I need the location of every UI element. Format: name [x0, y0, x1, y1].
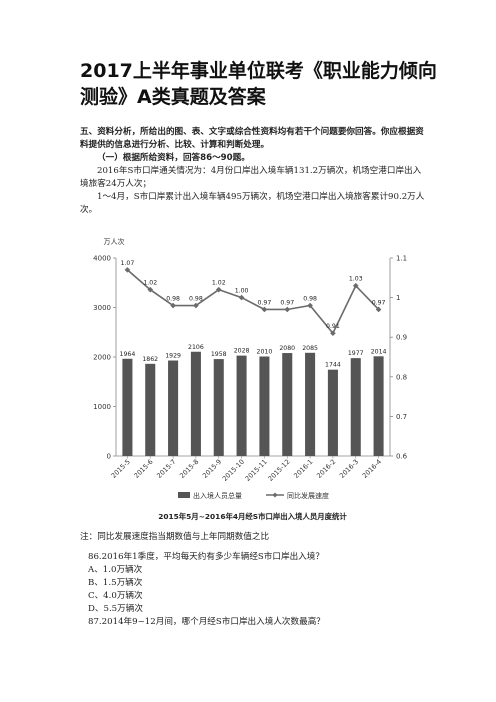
- bar: [213, 359, 224, 456]
- line-label: 1.03: [349, 276, 363, 283]
- line-label: 0.98: [303, 296, 317, 303]
- x-tick-label: 2016-3: [338, 458, 360, 480]
- chart-bars: 1964 1862 1929 2106 1958 2028 2010 2080 2085 1744…: [120, 344, 387, 456]
- legend-line-label: 同比发展速度: [287, 491, 329, 500]
- line-label: 0.97: [372, 299, 386, 306]
- bar: [282, 353, 293, 456]
- bar-label: 2014: [371, 348, 387, 355]
- bar-label: 1744: [325, 362, 341, 369]
- line-point: [330, 330, 336, 337]
- left-tick-label: 3000: [93, 304, 111, 312]
- sub-heading: （一）根据所给资料，回答86～90题。: [97, 153, 250, 163]
- line-label: 0.91: [326, 323, 340, 330]
- x-tick-label: 2015-12: [267, 458, 292, 483]
- option-a: A、1.0万辆次: [88, 565, 143, 575]
- bar-label: 1862: [142, 356, 158, 363]
- right-tick-label: 1: [396, 294, 400, 302]
- line-label: 1.02: [212, 280, 226, 287]
- right-tick-label: 1.1: [396, 255, 407, 263]
- bar: [190, 351, 201, 456]
- right-tick-label: 0.8: [396, 373, 407, 381]
- paragraph-2: 1～4月，S市口岸累计出入境车辆495万辆次，机场空港口岸出入境旅客累计90.2…: [80, 192, 425, 215]
- bar: [236, 355, 247, 456]
- line-point: [284, 306, 291, 313]
- bar-label: 2106: [188, 344, 204, 351]
- bar: [305, 352, 316, 456]
- bar: [122, 358, 133, 456]
- chart-line: 1.07 1.02 0.98 0.98 1.02 1.00 0.97 0.97 0.98 0.91…: [121, 260, 386, 337]
- x-tick-label: 2016-1: [292, 458, 314, 480]
- option-c: C、4.0万辆次: [88, 591, 143, 601]
- bar: [350, 358, 361, 456]
- bar-label: 2028: [234, 348, 250, 355]
- x-tick-label: 2015-11: [244, 458, 269, 483]
- chart-x-labels: 2015-5 2015-6 2015-7 2015-8 2015-92015-10201…: [110, 456, 383, 483]
- line-point: [238, 294, 245, 301]
- line-point: [307, 302, 313, 309]
- x-tick-label: 2015-6: [132, 458, 154, 480]
- bar-label: 1977: [348, 350, 364, 357]
- bar: [145, 363, 156, 456]
- legend-line-marker: [272, 492, 278, 498]
- paragraph-1: 2016年S市口岸通关情况为：4月份口岸出入境车辆131.2万辆次，机场空港口岸…: [80, 166, 422, 189]
- legend-bar-label: 出入境人员总量: [193, 491, 242, 500]
- x-tick-label: 2016-4: [361, 458, 383, 480]
- left-tick-label: 1000: [93, 403, 111, 411]
- x-tick-label: 2015-5: [110, 458, 132, 480]
- chart-caption: 2015年5月~2016年4月经S市口岸出入境人员月度统计: [158, 512, 347, 521]
- option-b: B、1.5万辆次: [88, 578, 143, 588]
- right-tick-label: 0.6: [396, 453, 408, 461]
- right-tick-label: 0.9: [396, 334, 407, 342]
- series-line: [126, 269, 380, 335]
- bar: [373, 356, 384, 456]
- bar-label: 2080: [279, 345, 295, 352]
- bar: [327, 369, 338, 456]
- option-d: D、5.5万辆次: [88, 604, 143, 614]
- section-heading: 五、资料分析，所给出的图、表、文字或综合性资料均有若干个问题要你回答。你应根据资…: [80, 127, 424, 150]
- page-title: 2017上半年事业单位联考《职业能力倾向测验》A类真题及答案: [80, 60, 437, 108]
- x-tick-label: 2015-10: [221, 458, 246, 483]
- left-tick-label: 0: [107, 453, 111, 461]
- bar-label: 1958: [211, 351, 227, 358]
- x-tick-label: 2016-2: [315, 458, 337, 480]
- question-86: 86.2016年1季度，平均每天约有多少车辆经S市口岸出入境？: [88, 552, 324, 562]
- x-tick-label: 2015-8: [178, 458, 200, 480]
- bar-label: 2085: [302, 345, 318, 352]
- line-label: 1.00: [235, 288, 249, 295]
- bar: [168, 360, 179, 456]
- bar-label: 2010: [257, 349, 273, 356]
- x-tick-label: 2015-7: [155, 458, 177, 480]
- bar: [259, 356, 270, 456]
- line-point: [261, 306, 268, 313]
- line-label: 0.97: [280, 299, 294, 306]
- line-label: 1.02: [143, 280, 157, 287]
- line-label: 0.98: [166, 296, 180, 303]
- left-tick-label: 4000: [93, 255, 111, 263]
- left-tick-label: 2000: [93, 354, 111, 362]
- x-tick-label: 2015-9: [201, 458, 223, 480]
- legend-bar-swatch: [178, 492, 190, 498]
- line-label: 1.07: [121, 260, 135, 267]
- y-axis-label: 万人次: [104, 237, 125, 246]
- line-point: [147, 286, 154, 293]
- line-label: 0.98: [189, 296, 203, 303]
- chart-note: 注：同比发展速度指当期数值与上年同期数值之比: [80, 532, 270, 542]
- bar-label: 1964: [120, 351, 136, 358]
- line-point: [352, 282, 359, 289]
- bar-label: 1929: [165, 353, 181, 360]
- line-label: 0.97: [258, 299, 272, 306]
- chart-legend: 出入境人员总量 同比发展速度: [178, 491, 329, 500]
- question-87: 87.2014年9~12月间，哪个月经S市口岸出入境人次数最高？: [88, 617, 325, 627]
- right-tick-label: 0.7: [396, 413, 407, 421]
